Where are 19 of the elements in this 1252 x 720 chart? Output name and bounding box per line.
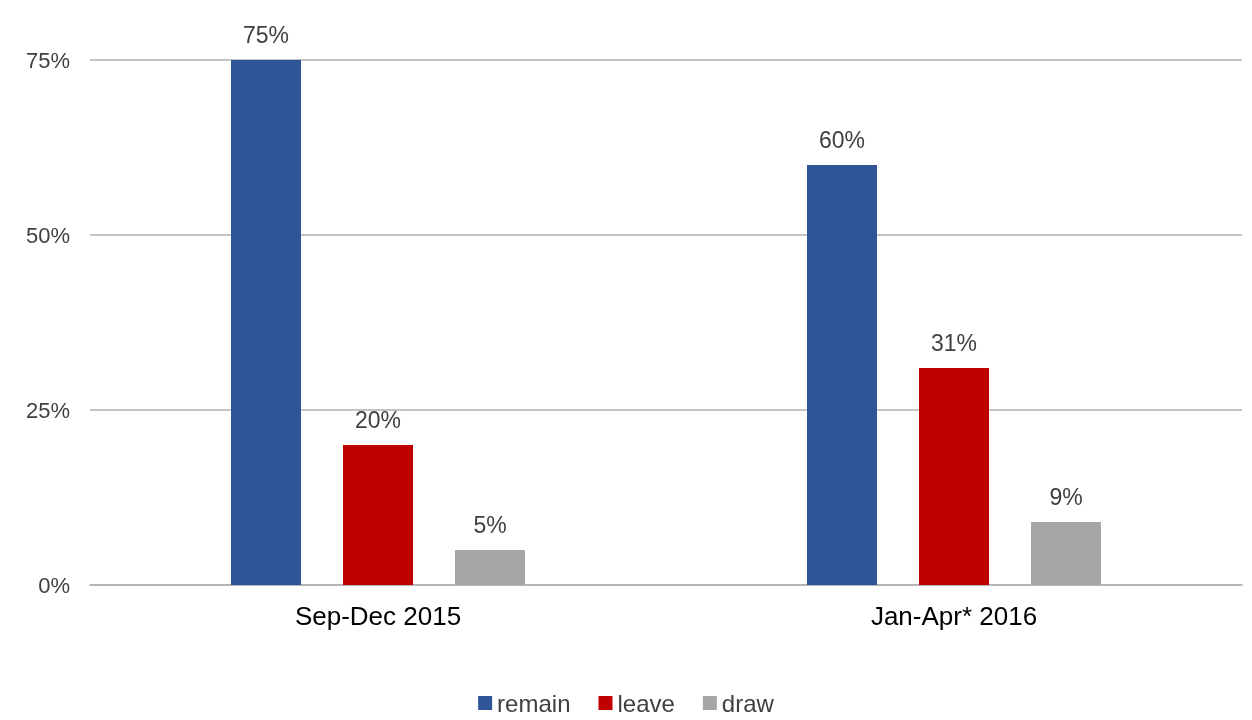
data-label: 75% [242,21,290,48]
bar [231,60,301,585]
legend-label: leave [617,689,675,717]
bar [919,368,989,585]
data-label: 5% [473,511,507,538]
y-tick-label: 0% [38,572,70,598]
legend-label: draw [721,689,775,717]
bar [807,165,877,585]
x-tick-label: Jan-Apr* 2016 [870,601,1038,631]
x-tick-label: Sep-Dec 2015 [294,601,462,631]
data-label: 9% [1049,483,1083,510]
data-label: 60% [818,126,866,153]
y-tick-label: 50% [25,222,70,248]
bar [343,445,413,585]
data-label: 31% [930,329,978,356]
legend-label: remain [497,689,571,717]
data-label: 20% [354,406,402,433]
y-tick-label: 75% [25,47,70,73]
y-tick-label: 25% [25,397,70,423]
